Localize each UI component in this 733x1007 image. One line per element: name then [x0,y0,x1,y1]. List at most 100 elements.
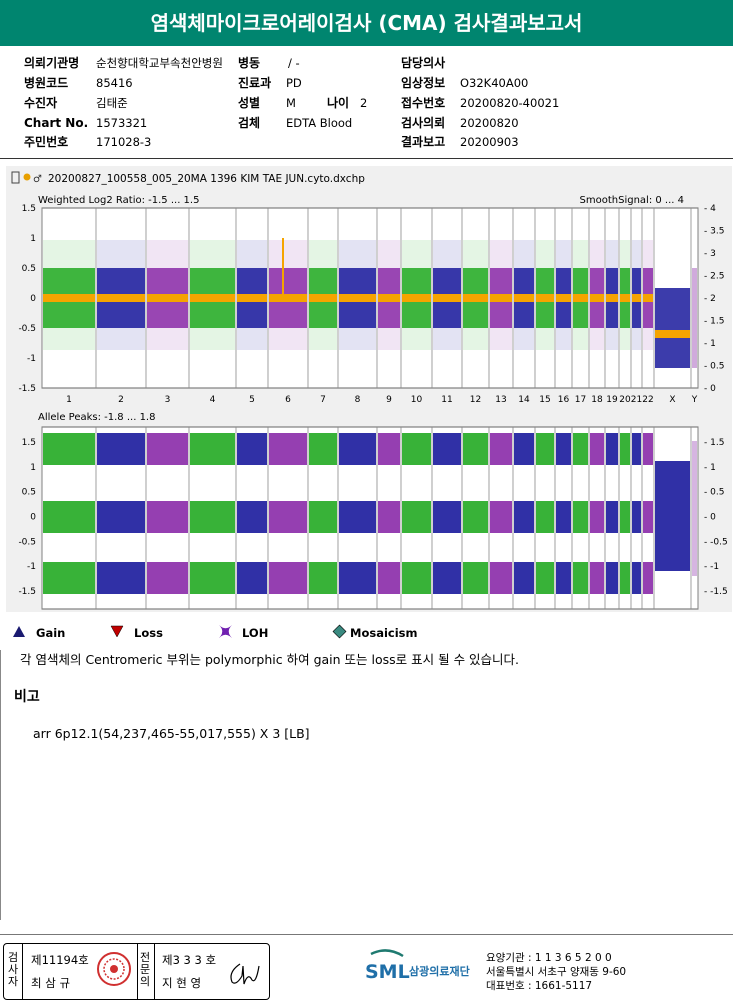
chromosome-label-3: 3 [165,395,171,405]
clinical-label: 임상정보 [401,76,446,90]
allele-band-3-0 [147,433,188,465]
allele-band-14-2 [514,562,534,594]
top-right-tick-3: - 2.5 [704,272,724,282]
legend-mosaicism: Mosaicism [350,626,418,640]
allele-band-9-0 [378,433,400,465]
bottom-left-tick-1: 1 [30,463,36,473]
smooth-signal-21 [632,294,641,302]
accession-label: 접수번호 [401,96,446,110]
bottom-left-tick-3: 0 [30,513,36,523]
allele-band-14-0 [514,433,534,465]
chromosome-label-8: 8 [355,395,361,405]
smooth-signal-3 [147,294,188,302]
cma-plot-svg: ♂ 20200827_100558_005_20MA 1396 KIM TAE … [11,171,728,610]
smooth-signal-X [655,330,690,338]
allele-band-13-2 [490,562,512,594]
chromosome-label-5: 5 [249,395,255,405]
chart-label: Chart No. [24,116,89,130]
cn-band-Y [692,268,697,368]
bottom-panel-label: Allele Peaks: -1.8 ... 1.8 [38,412,155,423]
allele-band-5-0 [237,433,267,465]
top-left-tick-6: -1.5 [18,384,36,394]
accession-value: 20200820-40021 [460,96,560,110]
chromosome-label-11: 11 [441,395,452,405]
allele-band-8-0 [339,433,376,465]
allele-band-8-2 [339,562,376,594]
report-label: 결과보고 [401,135,446,149]
allele-band-15-2 [536,562,554,594]
allele-band-7-0 [309,433,337,465]
centromere-note: 각 염색체의 Centromeric 부위는 polymorphic 하여 ga… [20,652,520,667]
bottom-left-tick-0: 1.5 [22,438,36,448]
org-name: 삼광의료재단 [409,964,470,978]
allele-band-20-2 [620,562,630,594]
smooth-signal-19 [606,294,618,302]
allele-band-18-0 [590,433,604,465]
bottom-left-tick-4: -0.5 [18,537,36,547]
allele-band-8-1 [339,501,376,533]
legend: Gain Loss LOH Mosaicism [0,623,733,643]
bottom-right-tick-4: - -0.5 [704,537,728,547]
chromosome-label-14: 14 [518,395,530,405]
chromosome-label-16: 16 [558,395,570,405]
top-right-tick-0: - 4 [704,204,716,214]
chromosome-label-17: 17 [575,395,586,405]
age-label: 나이 [327,96,350,110]
smooth-signal-5 [237,294,267,302]
bottom-right-tick-2: - 0.5 [704,488,724,498]
org-phone: 대표번호 : 1661-5117 [486,980,593,992]
allele-band-5-1 [237,501,267,533]
allele-band-7-2 [309,562,337,594]
allele-band-22-0 [643,433,653,465]
allele-band-15-1 [536,501,554,533]
doctor-label: 담당의사 [401,56,446,70]
id-value: 171028-3 [96,135,152,149]
legend-loss: Loss [134,626,163,640]
smooth-signal-7 [309,294,337,302]
smooth-signal-4 [190,294,235,302]
bottom-right-tick-6: - -1.5 [704,587,728,597]
smooth-signal-2 [97,294,145,302]
allele-band-12-1 [463,501,488,533]
chromosome-label-2: 2 [118,395,124,405]
smooth-signal-14 [514,294,534,302]
smooth-signal-10 [402,294,431,302]
allele-band-15-0 [536,433,554,465]
allele-band-22-1 [643,501,653,533]
mosaicism-icon [332,624,347,639]
chromosome-label-Y: Y [691,395,698,405]
allele-band-20-0 [620,433,630,465]
hospital-code-value: 85416 [96,76,133,90]
hospital-code-label: 병원코드 [24,76,69,90]
department-label: 진료과 [238,76,272,90]
allele-band-10-2 [402,562,431,594]
smooth-signal-17 [573,294,588,302]
allele-band-16-0 [556,433,571,465]
patient-info: 의뢰기관명 순천향대학교부속천안병원 병동 / - 담당의사 병원코드 8541… [0,54,733,154]
allele-band-4-2 [190,562,235,594]
allele-band-4-1 [190,501,235,533]
allele-band-11-2 [433,562,461,594]
bottom-left-tick-6: -1.5 [18,587,36,597]
chromosome-label-20: 20 [619,395,631,405]
examiner-name: 최 삼 규 [31,976,71,990]
allele-band-13-1 [490,501,512,533]
allele-band-16-1 [556,501,571,533]
specimen-label: 검체 [238,116,261,130]
request-label: 검사의뢰 [401,116,446,130]
smooth-signal-16 [556,294,571,302]
loss-icon [110,625,124,638]
specimen-value: EDTA Blood [286,116,353,130]
allele-band-12-0 [463,433,488,465]
top-right-tick-6: - 1 [704,339,716,349]
allele-band-10-1 [402,501,431,533]
top-left-tick-0: 1.5 [22,204,36,214]
patient-label: 수진자 [24,96,58,110]
org-contact: 요양기관 : 1 1 3 6 5 2 0 0 서울특별시 서초구 양재동 9-6… [486,951,626,993]
allele-band-21-2 [632,562,641,594]
smooth-signal-6 [269,294,307,302]
smooth-signal-12 [463,294,488,302]
legend-loh: LOH [242,626,269,640]
allele-band-1-2 [43,562,95,594]
smooth-signal-15 [536,294,554,302]
